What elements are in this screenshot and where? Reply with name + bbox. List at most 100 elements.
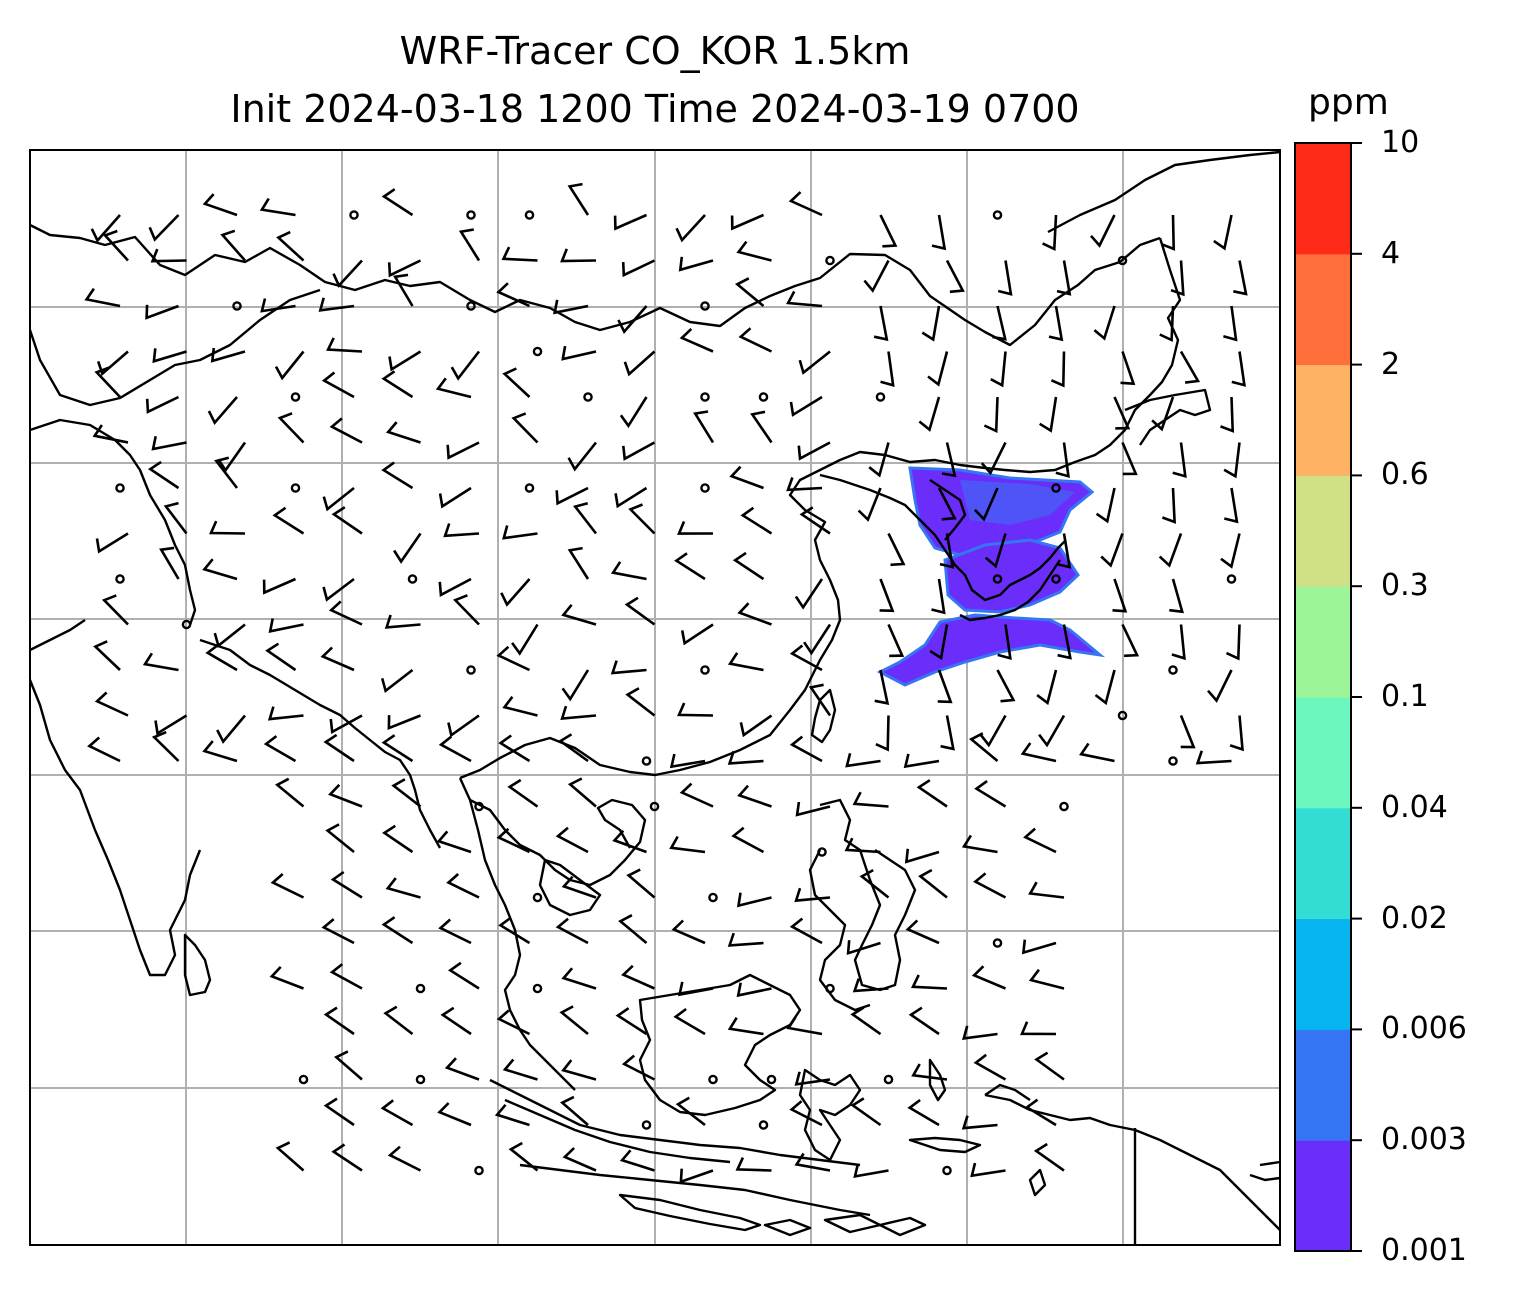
wind-barb: [873, 305, 889, 342]
wind-barb: [1056, 533, 1072, 569]
calm-wind-marker: [1117, 255, 1128, 266]
wind-barb: [669, 753, 706, 769]
wind-barb: [508, 1141, 539, 1172]
map-frame: [29, 149, 1281, 1246]
wind-barb: [333, 1050, 363, 1081]
calm-wind-marker: [942, 1165, 952, 1176]
wind-barb: [1056, 260, 1072, 296]
wind-barb: [794, 1071, 831, 1086]
wind-barb: [555, 826, 589, 854]
wind-barb: [875, 715, 890, 752]
wind-barb: [205, 643, 238, 672]
wind-barb: [1120, 351, 1136, 386]
wind-barb: [669, 835, 706, 854]
wind-barb: [880, 351, 895, 387]
wind-barb: [1161, 487, 1176, 524]
wind-barb: [387, 259, 422, 278]
wind-barb: [794, 578, 824, 610]
wind-barb: [788, 191, 823, 217]
coastline-segment: [763, 1213, 927, 1237]
wind-barb: [979, 714, 1007, 748]
wind-barb: [260, 298, 296, 313]
wind-barb: [380, 668, 414, 694]
wind-barb: [325, 823, 355, 854]
wind-barb: [262, 577, 297, 595]
coastline-segment: [618, 1193, 762, 1232]
wind-barb: [868, 442, 890, 478]
wind-barb: [1112, 578, 1128, 613]
calm-wind-marker: [290, 483, 301, 493]
wind-barb: [94, 366, 121, 398]
wind-barb: [202, 193, 238, 217]
wind-barb: [216, 714, 246, 744]
wind-barb: [392, 273, 414, 307]
wind-barb: [502, 525, 538, 540]
wind-barbs: [84, 182, 1248, 1184]
wind-barb: [92, 424, 129, 444]
wind-barb: [391, 778, 422, 808]
wind-barb: [984, 533, 1007, 569]
wind-barb: [614, 486, 648, 509]
wind-barb: [381, 461, 414, 490]
colorbar-tick-label: 4: [1381, 235, 1401, 271]
wind-barb: [996, 669, 1016, 703]
wind-barb: [961, 1115, 998, 1130]
wind-barb: [1100, 533, 1124, 568]
wind-barb: [381, 734, 414, 763]
wind-barb: [277, 412, 305, 444]
wind-barb: [887, 623, 905, 658]
calm-wind-marker: [532, 346, 543, 357]
wind-barb: [496, 645, 531, 672]
wind-barb: [380, 1099, 414, 1127]
wind-barb: [789, 917, 823, 945]
wind-barb: [496, 282, 531, 308]
wind-barb: [903, 753, 940, 769]
wind-barb: [438, 577, 472, 597]
wind-barb: [1225, 624, 1241, 661]
coastline-segment: [489, 1078, 861, 1167]
wind-barb: [1231, 351, 1246, 387]
wind-barb: [735, 1157, 772, 1172]
wind-barb: [1207, 669, 1233, 703]
wind-barb: [1223, 442, 1241, 479]
wind-barb: [908, 1006, 940, 1036]
wind-barb: [496, 827, 531, 854]
wind-barb: [561, 603, 597, 626]
wind-barb: [437, 1102, 472, 1127]
wind-barb: [939, 533, 955, 569]
wind-barb: [808, 683, 832, 717]
wind-barb: [910, 974, 948, 990]
wind-barb: [1220, 396, 1235, 433]
coastline-segment: [519, 1163, 871, 1217]
wind-barb: [736, 892, 772, 908]
wind-barb: [619, 396, 648, 429]
calm-wind-marker: [290, 392, 301, 402]
wind-barb: [679, 1168, 714, 1184]
wind-barb: [945, 259, 965, 294]
wind-barb: [789, 1100, 823, 1127]
wind-barb: [671, 919, 706, 945]
wind-barb: [852, 791, 889, 808]
wind-barb: [269, 966, 304, 990]
wind-barb: [567, 546, 590, 580]
wind-barb: [1039, 396, 1058, 433]
wind-barb: [150, 248, 187, 263]
wind-barb: [737, 784, 772, 808]
wind-barb: [971, 965, 1007, 990]
wind-barb: [730, 213, 765, 231]
wind-barb: [962, 1025, 998, 1040]
wind-barb: [786, 290, 823, 308]
calm-wind-marker: [883, 1074, 894, 1085]
wind-barb: [436, 830, 472, 854]
wind-barb: [440, 1006, 472, 1036]
wind-barb: [750, 410, 773, 444]
wind-barb: [727, 932, 764, 947]
wind-barb: [983, 396, 999, 434]
wind-barb: [207, 396, 238, 426]
wind-barb: [1229, 715, 1244, 752]
coastline-segment: [819, 798, 917, 992]
wind-barb: [736, 240, 772, 262]
coastline-segment: [1028, 1168, 1047, 1197]
wind-barb: [1033, 1142, 1065, 1172]
wind-barb: [331, 506, 363, 535]
